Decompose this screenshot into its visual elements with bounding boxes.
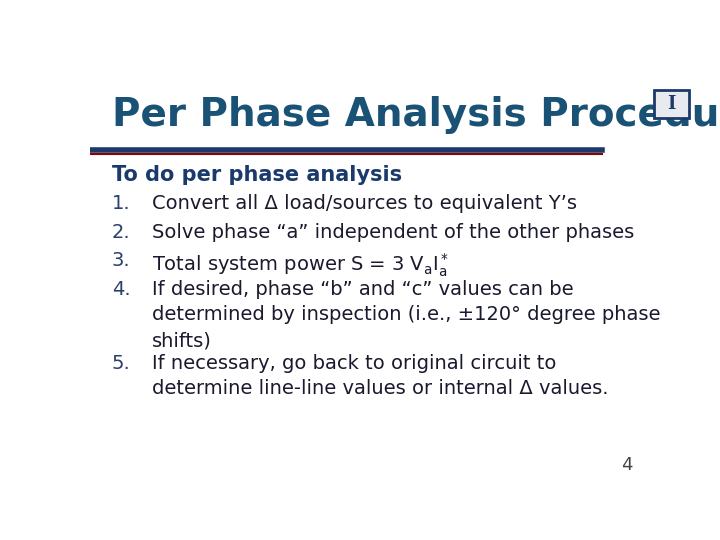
Text: I: I [667,95,675,113]
FancyBboxPatch shape [654,90,689,118]
Text: 3.: 3. [112,251,130,270]
Text: If desired, phase “b” and “c” values can be
determined by inspection (i.e., ±120: If desired, phase “b” and “c” values can… [152,280,660,350]
Text: 2.: 2. [112,222,130,242]
Text: Total system power S = 3 $\mathregular{V_aI_a^*}$: Total system power S = 3 $\mathregular{V… [152,251,449,279]
Text: If necessary, go back to original circuit to
determine line-line values or inter: If necessary, go back to original circui… [152,354,608,399]
Text: 4: 4 [621,456,632,475]
Text: 5.: 5. [112,354,130,373]
Text: Per Phase Analysis Procedure: Per Phase Analysis Procedure [112,96,720,133]
Text: Convert all Δ load/sources to equivalent Y’s: Convert all Δ load/sources to equivalent… [152,194,577,213]
Text: 1.: 1. [112,194,130,213]
Text: To do per phase analysis: To do per phase analysis [112,165,402,185]
Text: 4.: 4. [112,280,130,299]
Text: Solve phase “a” independent of the other phases: Solve phase “a” independent of the other… [152,222,634,242]
